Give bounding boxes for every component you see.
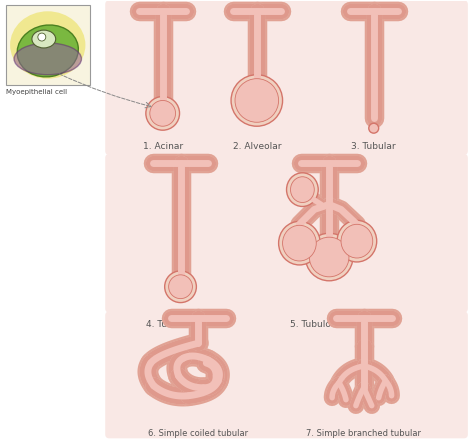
FancyBboxPatch shape <box>105 0 468 155</box>
Bar <box>6 5 91 84</box>
FancyBboxPatch shape <box>105 154 468 312</box>
Ellipse shape <box>14 43 82 75</box>
Ellipse shape <box>310 237 349 277</box>
Text: 2. Alveolar: 2. Alveolar <box>233 142 281 151</box>
Circle shape <box>146 96 180 130</box>
Circle shape <box>38 33 46 41</box>
Circle shape <box>169 275 192 299</box>
Circle shape <box>150 100 175 126</box>
FancyBboxPatch shape <box>105 312 468 438</box>
Ellipse shape <box>32 30 55 48</box>
Text: Myoepithelial cell: Myoepithelial cell <box>6 88 67 95</box>
Ellipse shape <box>291 177 314 202</box>
Text: 4. Tubuloacinar: 4. Tubuloacinar <box>146 320 215 329</box>
Circle shape <box>231 75 283 126</box>
Ellipse shape <box>283 225 316 261</box>
Ellipse shape <box>10 11 85 79</box>
Ellipse shape <box>337 221 377 262</box>
Ellipse shape <box>17 25 78 77</box>
Text: 7. Simple branched tubular: 7. Simple branched tubular <box>306 430 421 438</box>
Ellipse shape <box>341 224 373 258</box>
Ellipse shape <box>279 221 320 265</box>
Ellipse shape <box>287 173 318 206</box>
Text: 1. Acinar: 1. Acinar <box>143 142 183 151</box>
Circle shape <box>369 123 379 133</box>
Text: 5. Tubuloalveolar: 5. Tubuloalveolar <box>291 320 368 329</box>
Ellipse shape <box>305 233 353 281</box>
Circle shape <box>164 271 196 303</box>
Circle shape <box>235 79 279 122</box>
Text: 6. Simple coiled tubular: 6. Simple coiled tubular <box>148 430 248 438</box>
Text: 3. Tubular: 3. Tubular <box>351 142 396 151</box>
